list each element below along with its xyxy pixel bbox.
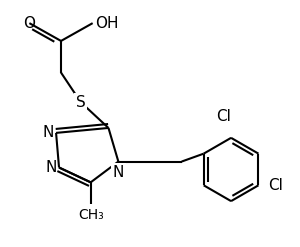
Text: N: N <box>113 165 124 180</box>
Text: N: N <box>43 125 54 140</box>
Text: Cl: Cl <box>216 109 231 124</box>
Text: N: N <box>46 160 57 175</box>
Text: OH: OH <box>94 16 118 31</box>
Text: S: S <box>76 95 86 110</box>
Text: Cl: Cl <box>268 178 283 193</box>
Text: CH₃: CH₃ <box>78 208 104 222</box>
Text: O: O <box>23 16 35 31</box>
